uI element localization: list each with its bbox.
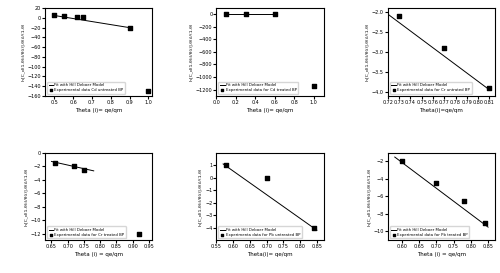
- Experimental data for Cr treated BP: [50, 161, 58, 165]
- Legend: Fit with Hill Deboer Model, Experimental data Cd untreated BP: Fit with Hill Deboer Model, Experimental…: [47, 82, 125, 94]
- Legend: Fit with Hill Deboer Model, Experimenta data for Pb untreated BP: Fit with Hill Deboer Model, Experimenta …: [218, 226, 302, 238]
- Fit with Hill Deboer Model: [48, 160, 54, 163]
- Fit with Hill Deboer Model: [52, 14, 58, 17]
- Y-axis label: ln[C_d(1-θ(i)/θ(i)]-θ(i)/(1-θ): ln[C_d(1-θ(i)/θ(i)]-θ(i)/(1-θ): [365, 23, 369, 81]
- Y-axis label: ln[C_d(1-θ(i)/θ(i)]-θ(i)/(1-θ): ln[C_d(1-θ(i)/θ(i)]-θ(i)/(1-θ): [20, 23, 24, 81]
- Experimental data for Pb treated BP: [398, 159, 406, 164]
- Experimental data for Cr treated BP: [80, 167, 88, 172]
- Fit with Hill Deboer Model: [126, 26, 132, 29]
- X-axis label: Theta (i)= qe/qm: Theta (i)= qe/qm: [75, 108, 122, 113]
- Fit with Hill Deboer Model: [90, 169, 96, 173]
- Line: Fit with Hill Deboer Model: Fit with Hill Deboer Model: [52, 161, 94, 171]
- Experimental data for Cr treated BP: [135, 231, 143, 236]
- X-axis label: Theta (i)= qe/qm: Theta (i)= qe/qm: [246, 108, 294, 113]
- Legend: Fit with Hill Deboer Model, Experimental data for Cd treated BP: Fit with Hill Deboer Model, Experimental…: [218, 82, 298, 94]
- Fit with Hill Deboer Model: [272, 13, 278, 16]
- Experimental data for Cr untrated BP: [486, 86, 494, 90]
- Experimental data for Cr untrated BP: [440, 46, 448, 50]
- Experimenta data for Pb untreated BP: [222, 163, 230, 167]
- Y-axis label: ln[C_d(1-θ(i)/θ(i)]-θ(i)/(1-θ): ln[C_d(1-θ(i)/θ(i)]-θ(i)/(1-θ): [366, 167, 370, 226]
- Line: Fit with Hill Deboer Model: Fit with Hill Deboer Model: [54, 16, 130, 28]
- Experimental data for Pb treated BP: [480, 221, 488, 225]
- Experimental data for Pb treated BP: [432, 181, 440, 186]
- Experimenta data for Pb untreated BP: [310, 225, 318, 230]
- X-axis label: Theta (i) = qe/qm: Theta (i) = qe/qm: [74, 252, 123, 257]
- Legend: Fit with Hill Deboer Model, Experimental data for Cr untrated BP: Fit with Hill Deboer Model, Experimental…: [390, 82, 471, 94]
- X-axis label: Theta (i) = qe/qm: Theta (i) = qe/qm: [417, 252, 466, 257]
- Y-axis label: ln[C_d(1-θ(i)/θ(i)]-θ(i)/(1-θ): ln[C_d(1-θ(i)/θ(i)]-θ(i)/(1-θ): [24, 167, 28, 226]
- Experimental data for Cr treated BP: [70, 164, 78, 168]
- Experimental data for Cd treated BP: [271, 12, 279, 17]
- Fit with Hill Deboer Model: [223, 13, 229, 16]
- X-axis label: Theta(i)=qe/qm: Theta(i)=qe/qm: [420, 108, 464, 113]
- Experimental data for Cd treated BP: [242, 12, 250, 17]
- Experimental data for Pb treated BP: [460, 199, 468, 203]
- Legend: Fit with Hill Deboer Model, Experimental data for Cr treated BP: Fit with Hill Deboer Model, Experimental…: [47, 226, 126, 238]
- Experimental data Cd untreated BP: [60, 14, 68, 19]
- Experimental data for Cr untrated BP: [395, 14, 403, 18]
- Experimental data Cd untreated BP: [78, 15, 86, 20]
- Experimental data Cd untreated BP: [126, 25, 134, 30]
- Y-axis label: ln[C_d(1-θ(i)/θ(i)]-θ(i)/(1-θ): ln[C_d(1-θ(i)/θ(i)]-θ(i)/(1-θ): [189, 23, 193, 81]
- Experimental data Cd untreated BP: [73, 15, 81, 19]
- X-axis label: Theta(i)= qe/qm: Theta(i)= qe/qm: [247, 252, 293, 257]
- Legend: Fit with Hill Deboer Model, Experimental data for Pb treated BP: Fit with Hill Deboer Model, Experimental…: [390, 226, 469, 238]
- Experimental data Cd untreated BP: [144, 89, 152, 93]
- Experimental data for Cd treated BP: [222, 12, 230, 17]
- Experimental data for Cd treated BP: [310, 84, 318, 88]
- Experimenta data for Pb untreated BP: [262, 176, 270, 180]
- Y-axis label: ln[C_d(1-θ(i)/θ(i)]-θ(i)/(1-θ): ln[C_d(1-θ(i)/θ(i)]-θ(i)/(1-θ): [198, 167, 202, 226]
- Experimental data Cd untreated BP: [50, 13, 58, 18]
